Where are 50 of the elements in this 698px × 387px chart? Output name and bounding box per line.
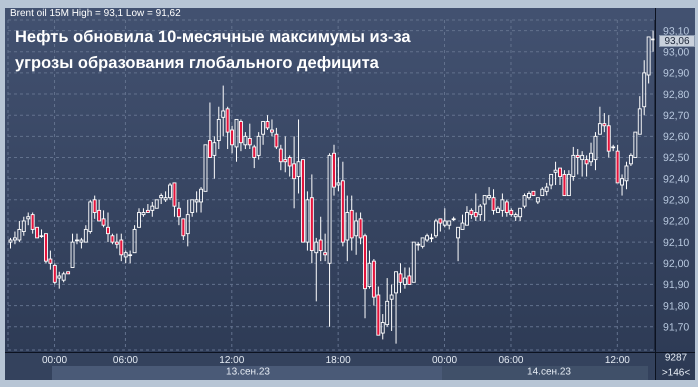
candlestick: [186, 199, 190, 247]
candlestick: [340, 161, 345, 247]
y-tick-label: 91,80: [663, 300, 690, 312]
y-tick-label: 92,30: [663, 194, 690, 207]
candlestick: [62, 271, 66, 283]
candlestick: [318, 216, 323, 262]
candlestick: [106, 212, 110, 243]
y-tick-label: 92,80: [663, 88, 690, 101]
text: Нефть обновила 10-месячные максимумы из-за угрозы образования глобального дефицита: [15, 27, 412, 74]
x-tick-label: 12:00: [604, 355, 630, 366]
candlestick: [354, 212, 358, 256]
text: 14.сен.23: [527, 366, 571, 378]
x-tick-label: 00:00: [432, 355, 458, 366]
candlestick: [576, 148, 580, 175]
y-tick-label: 92,60: [663, 131, 690, 144]
x-tick-label: 06:00: [498, 355, 524, 366]
y-tick-label: 91,70: [663, 321, 690, 334]
candlestick: [221, 85, 226, 137]
y-tick-label: 92,70: [663, 110, 690, 122]
candlestick: [310, 174, 314, 264]
candlestick: [554, 161, 558, 186]
text: 93,06: [659, 35, 695, 48]
y-tick-label: 91,90: [663, 279, 690, 292]
candlestick: [270, 118, 274, 137]
candlestick: [22, 216, 26, 236]
candlestick: [216, 106, 221, 150]
x-tick-label: 18:00: [326, 355, 352, 366]
candlestick: [474, 192, 478, 222]
candlestick: [580, 150, 584, 178]
candlestick: [283, 136, 288, 173]
candlestick: [176, 201, 181, 226]
candlestick: [350, 195, 354, 252]
candlestick: [442, 208, 447, 228]
text: 13.сен.23: [226, 366, 270, 378]
x-tick-label: 12:00: [219, 355, 245, 366]
y-tick-label: 93,00: [663, 46, 690, 58]
candlestick: [390, 284, 394, 332]
y-tick-label: 92,00: [663, 258, 690, 270]
y-tick-label: 92,50: [663, 152, 690, 164]
y-tick-label: 92,20: [663, 216, 690, 228]
text: >146<: [662, 368, 690, 378]
y-tick-label: 93,10: [663, 25, 690, 38]
y-tick-label: 92,40: [663, 173, 690, 186]
y-tick-label: 92,10: [663, 236, 690, 249]
x-tick-label: 00:00: [42, 355, 68, 366]
candlestick: [226, 106, 230, 150]
chart-subtitle: Brent oil 15M High = 93,1 Low = 91,62: [10, 8, 181, 19]
y-tick-label: 92,90: [663, 68, 690, 80]
x-tick-label: 06:00: [112, 355, 138, 366]
text: 9287: [664, 352, 688, 364]
